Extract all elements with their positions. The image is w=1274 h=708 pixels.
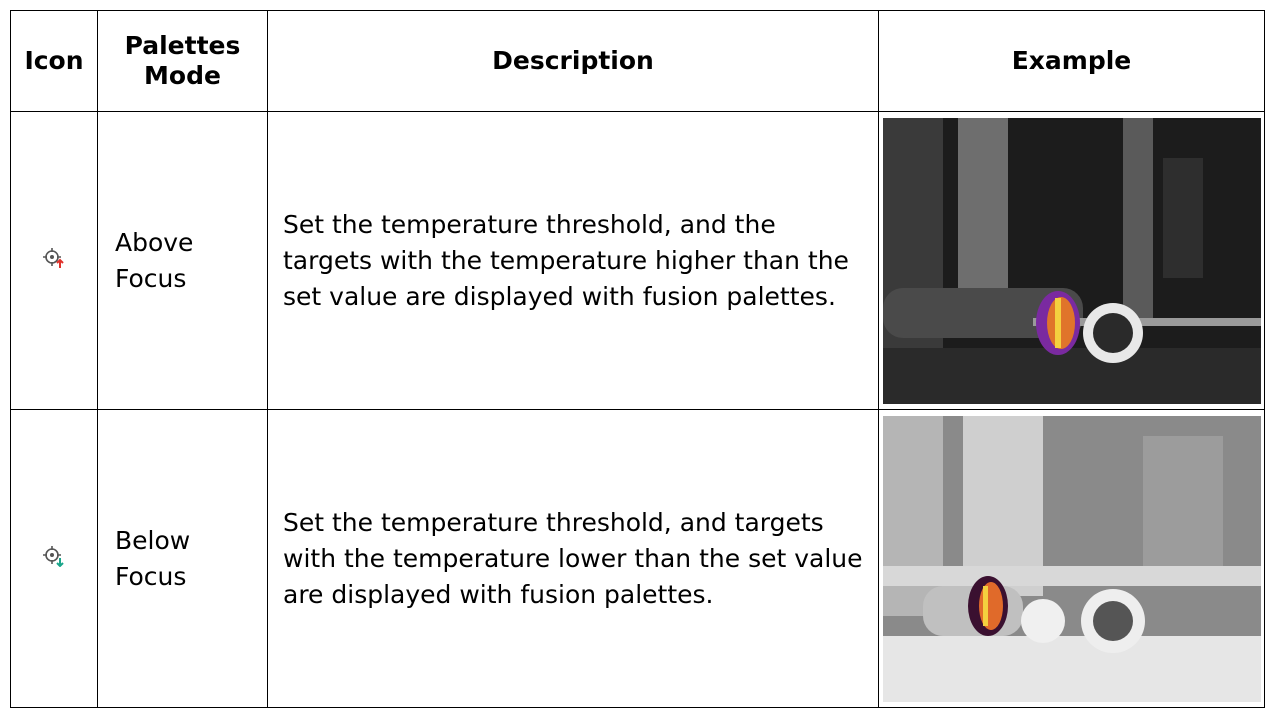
table-row: Above Focus Set the temperature threshol…: [10, 111, 1265, 410]
icon-cell: [10, 409, 98, 708]
header-cell: Icon: [10, 10, 98, 112]
mode-text: Above Focus: [115, 227, 194, 293]
header-row: Icon Palettes Mode Description Example: [10, 10, 1265, 112]
mode-cell: Above Focus: [97, 111, 268, 410]
mode-text: Below Focus: [115, 525, 191, 591]
description-cell: Set the temperature threshold, and the t…: [267, 111, 879, 410]
header-cell: Palettes Mode: [97, 10, 268, 112]
mode-cell: Below Focus: [97, 409, 268, 708]
description-cell: Set the temperature threshold, and targe…: [267, 409, 879, 708]
table-row: Below Focus Set the temperature threshol…: [10, 409, 1265, 708]
palettes-table: Icon Palettes Mode Description Example A…: [10, 10, 1265, 708]
example-cell: [878, 111, 1265, 410]
example-image: [882, 117, 1261, 404]
example-image: [882, 415, 1261, 702]
header-cell: Description: [267, 10, 879, 112]
example-cell: [878, 409, 1265, 708]
header-cell: Example: [878, 10, 1265, 112]
above-focus-icon: [43, 247, 64, 268]
icon-cell: [10, 111, 98, 410]
below-focus-icon: [43, 545, 64, 567]
